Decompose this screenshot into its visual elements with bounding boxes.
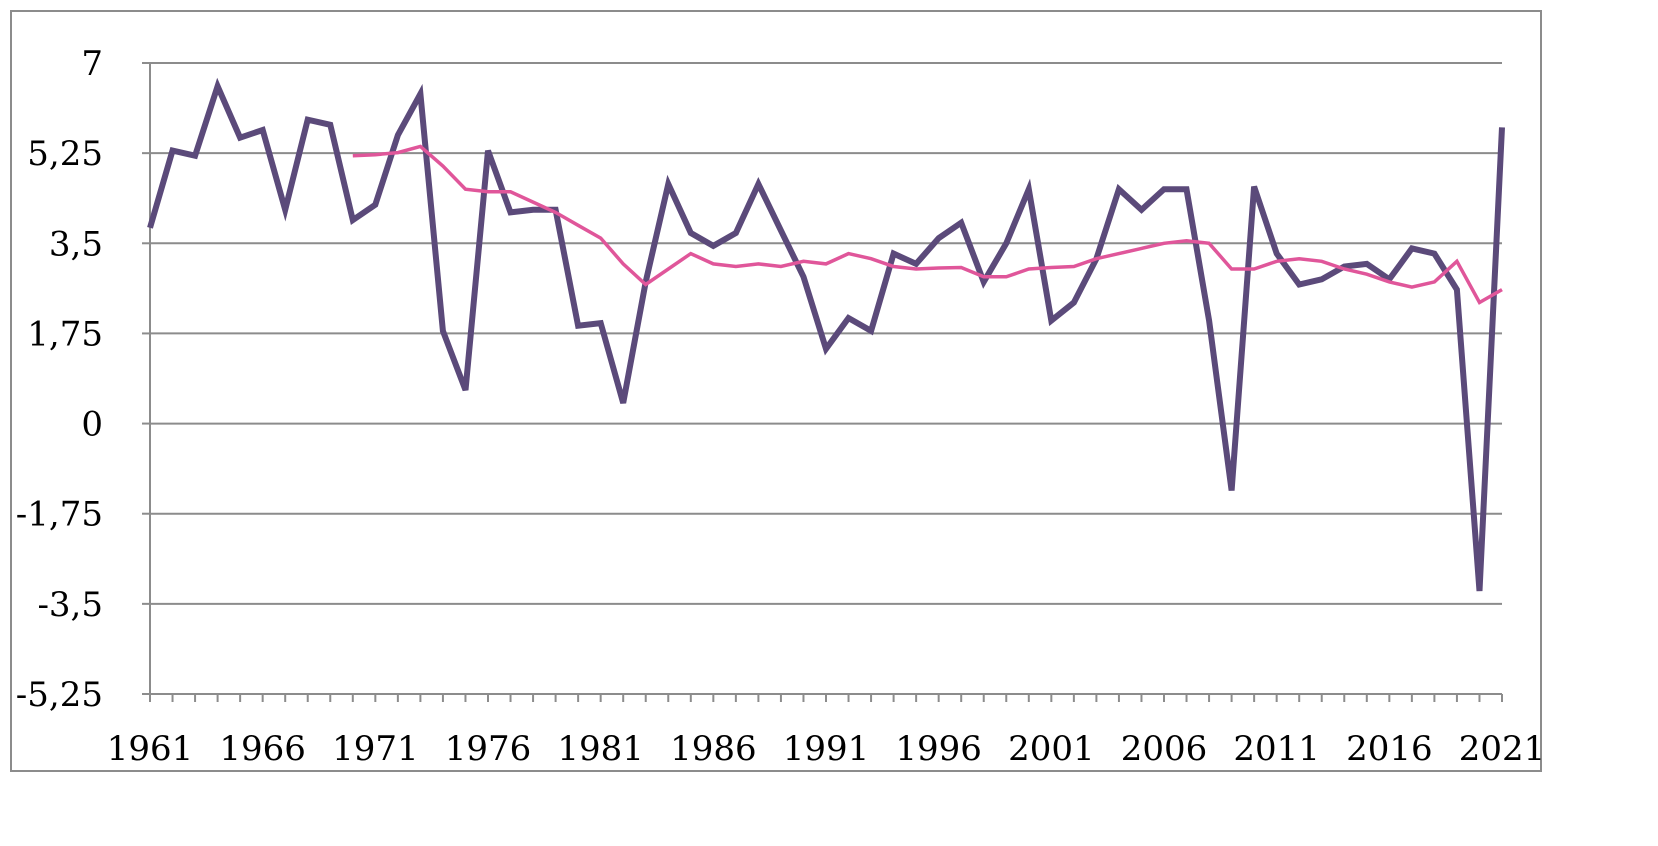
x-tick-label: 1981	[557, 729, 644, 769]
x-tick-label: 2001	[1008, 729, 1095, 769]
y-tick-label: 5,25	[27, 134, 103, 174]
x-tick-labels: 1961 1966 1971 1976 1981 1986 1991 1996 2001 2006…	[107, 729, 1546, 769]
x-tick-label: 2021	[1459, 729, 1546, 769]
x-tick-label: 2016	[1346, 729, 1433, 769]
x-tick-label: 1996	[895, 729, 982, 769]
y-tick-label: -5,25	[16, 675, 103, 715]
y-tick-labels: 7 5,25 3,5 1,75 0 -1,75 -3,5 -5,25	[16, 44, 103, 715]
x-tick-label: 1991	[783, 729, 870, 769]
y-tick-label: 1,75	[27, 314, 103, 354]
x-tick-label: 2011	[1233, 729, 1320, 769]
x-tick-label: 1976	[445, 729, 532, 769]
x-tick-label: 2006	[1121, 729, 1208, 769]
series-line-1	[147, 77, 1505, 592]
grid-lines	[150, 62, 1502, 605]
series-lines	[147, 77, 1505, 592]
y-tick-label: 3,5	[49, 224, 103, 264]
axes	[142, 62, 1503, 702]
y-tick-label: 0	[81, 405, 103, 445]
y-tick-label: -1,75	[16, 495, 103, 535]
y-tick-label: -3,5	[37, 585, 103, 625]
series-line-2	[352, 144, 1503, 305]
x-tick-label: 1986	[670, 729, 757, 769]
y-tick-label: 7	[81, 44, 103, 84]
x-tick-label: 1961	[107, 729, 194, 769]
x-tick-label: 1971	[332, 729, 419, 769]
x-tick-label: 1966	[219, 729, 306, 769]
